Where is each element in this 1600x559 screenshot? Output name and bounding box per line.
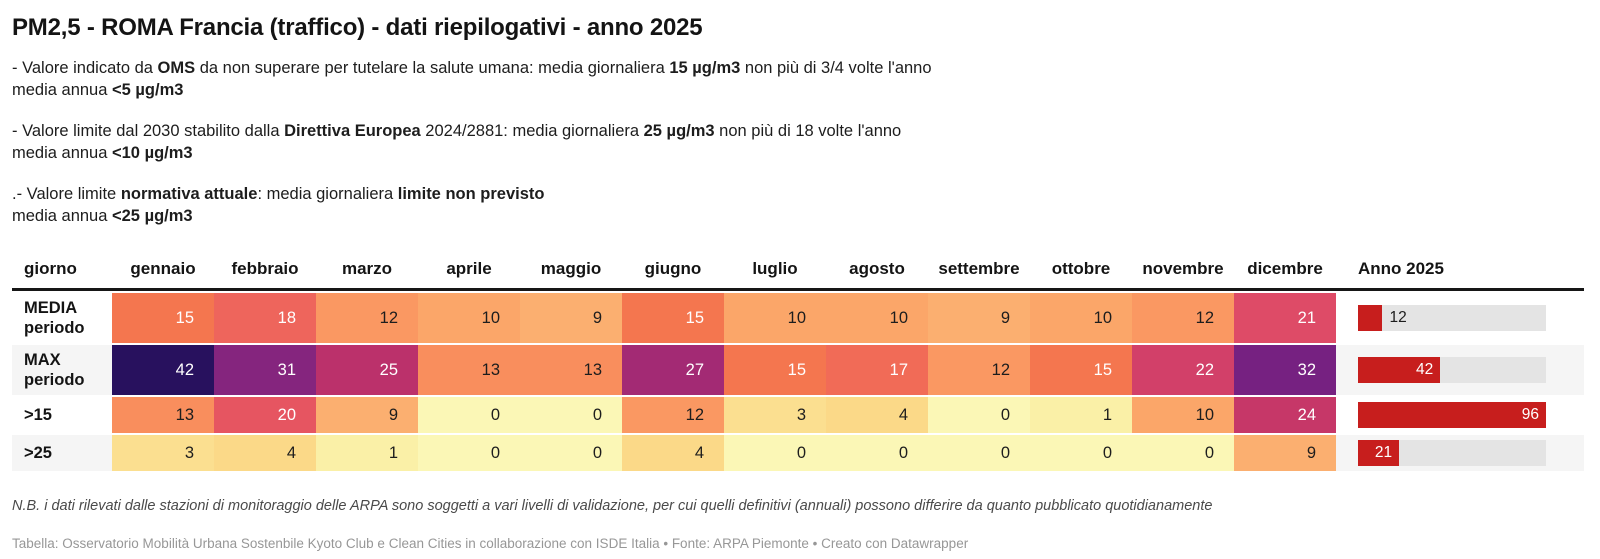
row-label: MAX periodo [12,345,112,395]
annual-bar-track: 96 [1358,402,1546,428]
validation-note: N.B. i dati rilevati dalle stazioni di m… [12,498,1213,514]
table-row: MEDIA periodo 15 18 12 10 9 15 10 10 9 10 12 21 12 [12,293,1584,343]
heatmap-cell: 13 [112,397,214,433]
heatmap-cell: 4 [622,435,724,471]
column-header-month: novembre [1132,249,1234,291]
heatmap-cell: 9 [316,397,418,433]
column-header-month: ottobre [1030,249,1132,291]
heatmap-cell: 9 [520,293,622,343]
heatmap-cell: 0 [520,435,622,471]
chart-title: PM2,5 - ROMA Francia (traffico) - dati r… [12,14,703,41]
annual-bar-value: 12 [1389,309,1407,326]
heatmap-cell: 0 [826,435,928,471]
description-paragraph: - Valore indicato da OMS da non superare… [12,59,932,99]
heatmap-cell: 0 [418,435,520,471]
heatmap-cell: 21 [1234,293,1336,343]
row-label: >25 [12,435,112,471]
heatmap-cell: 20 [214,397,316,433]
annual-bar-track: 12 [1358,305,1546,331]
heatmap-cell: 10 [724,293,826,343]
row-label: MEDIA periodo [12,293,112,343]
annual-bar-value: 21 [1358,440,1400,466]
column-header-giorno: giorno [12,249,112,291]
heatmap-cell: 4 [214,435,316,471]
heatmap-cell: 12 [316,293,418,343]
annual-bar-cell: 42 [1336,345,1584,395]
heatmap-cell: 13 [520,345,622,395]
heatmap-cell: 10 [418,293,520,343]
column-header-month: agosto [826,249,928,291]
table-row: >15 13 20 9 0 0 12 3 4 0 1 10 24 96 [12,397,1584,433]
description-paragraph: .- Valore limite normativa attuale: medi… [12,185,545,225]
table-header: giorno gennaio febbraio marzo aprile maggio gi… [12,249,1584,291]
heatmap-cell: 0 [928,397,1030,433]
heatmap-cell: 3 [724,397,826,433]
heatmap-cell: 1 [1030,397,1132,433]
column-header-month: gennaio [112,249,214,291]
heatmap-cell: 0 [928,435,1030,471]
table-row: MAX periodo 42 31 25 13 13 27 15 17 12 15 22 32 42 [12,345,1584,395]
heatmap-cell: 27 [622,345,724,395]
column-header-month: febbraio [214,249,316,291]
heatmap-cell: 15 [112,293,214,343]
heatmap-cell: 15 [622,293,724,343]
column-header-anno: Anno 2025 [1336,249,1584,291]
column-header-month: dicembre [1234,249,1336,291]
heatmap-cell: 0 [1030,435,1132,471]
column-header-month: settembre [928,249,1030,291]
annual-bar-value: 42 [1358,357,1441,383]
heatmap-cell: 18 [214,293,316,343]
column-header-month: maggio [520,249,622,291]
heatmap-cell: 10 [1030,293,1132,343]
summary-table: giorno gennaio febbraio marzo aprile maggio gi… [12,247,1584,473]
heatmap-cell: 13 [418,345,520,395]
heatmap-cell: 15 [724,345,826,395]
row-label: >15 [12,397,112,433]
heatmap-cell: 0 [520,397,622,433]
heatmap-cell: 22 [1132,345,1234,395]
heatmap-cell: 24 [1234,397,1336,433]
annual-bar-track: 21 [1358,440,1546,466]
description-paragraph: - Valore limite dal 2030 stabilito dalla… [12,122,902,162]
heatmap-cell: 10 [1132,397,1234,433]
annual-bar-cell: 12 [1336,293,1584,343]
heatmap-cell: 10 [826,293,928,343]
column-header-month: giugno [622,249,724,291]
column-header-month: aprile [418,249,520,291]
heatmap-cell: 17 [826,345,928,395]
heatmap-cell: 9 [1234,435,1336,471]
heatmap-cell: 31 [214,345,316,395]
chart-description: - Valore indicato da OMS da non superare… [12,58,1584,227]
heatmap-cell: 3 [112,435,214,471]
column-header-month: luglio [724,249,826,291]
heatmap-cell: 15 [1030,345,1132,395]
source-attribution: Tabella: Osservatorio Mobilità Urbana So… [12,536,969,551]
annual-bar [1358,305,1382,331]
annual-bar-track: 42 [1358,357,1546,383]
heatmap-cell: 0 [418,397,520,433]
heatmap-cell: 32 [1234,345,1336,395]
heatmap-cell: 4 [826,397,928,433]
heatmap-cell: 12 [928,345,1030,395]
heatmap-cell: 42 [112,345,214,395]
table-row: >25 3 4 1 0 0 4 0 0 0 0 0 9 21 [12,435,1584,471]
annual-bar-cell: 96 [1336,397,1584,433]
heatmap-cell: 9 [928,293,1030,343]
heatmap-cell: 25 [316,345,418,395]
heatmap-cell: 0 [724,435,826,471]
heatmap-cell: 1 [316,435,418,471]
annual-bar-cell: 21 [1336,435,1584,471]
heatmap-cell: 0 [1132,435,1234,471]
column-header-month: marzo [316,249,418,291]
annual-bar-value: 96 [1358,402,1546,428]
heatmap-cell: 12 [1132,293,1234,343]
heatmap-cell: 12 [622,397,724,433]
